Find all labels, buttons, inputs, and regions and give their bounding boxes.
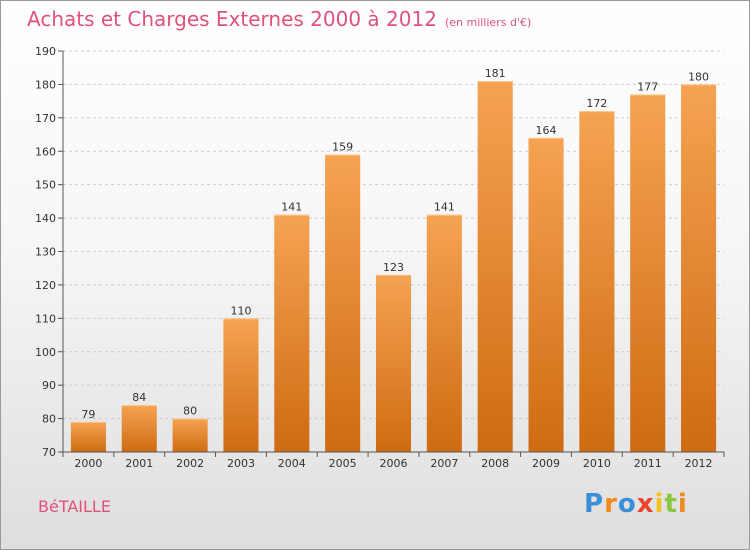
y-tick-label: 150 (35, 179, 56, 192)
bar-value-label: 141 (281, 201, 302, 214)
bar-value-label: 164 (536, 124, 557, 137)
chart-title: Achats et Charges Externes 2000 à 2012 (e… (27, 7, 531, 31)
unit-note: (en milliers d'€) (444, 16, 532, 29)
logo-letter: o (617, 489, 637, 519)
logo-letter: i (677, 489, 688, 519)
logo-letter: t (664, 489, 678, 519)
y-tick-label: 160 (35, 145, 56, 158)
bar (426, 214, 462, 452)
x-tick-label: 2005 (329, 457, 357, 470)
bar (681, 84, 717, 453)
bar-value-label: 84 (132, 391, 146, 404)
bar-value-label: 80 (183, 405, 197, 418)
bar (630, 94, 666, 453)
y-tick-label: 80 (42, 413, 56, 426)
logo-letter: r (604, 489, 618, 519)
chart-title-text: Achats et Charges Externes 2000 à 2012 (27, 7, 437, 31)
bar-value-label: 181 (485, 67, 506, 80)
y-tick-label: 140 (35, 212, 56, 225)
y-tick-label: 120 (35, 279, 56, 292)
x-tick-label: 2008 (481, 457, 509, 470)
axes (58, 50, 725, 457)
bar-value-label: 159 (332, 141, 353, 154)
bar (223, 318, 259, 452)
y-tick-label: 110 (35, 312, 56, 325)
x-tick-label: 2004 (278, 457, 306, 470)
bar-value-label: 123 (383, 261, 404, 274)
x-tick-label: 2006 (380, 457, 408, 470)
logo-letter: P (584, 489, 605, 519)
bar (579, 111, 615, 453)
proxiti-logo: Proxiti (584, 489, 688, 519)
y-tick-label: 180 (35, 78, 56, 91)
logo-letter: i (654, 489, 665, 519)
x-tick-label: 2011 (634, 457, 662, 470)
x-tick-label: 2012 (685, 457, 713, 470)
x-tick-label: 2000 (74, 457, 102, 470)
bar (528, 137, 564, 452)
x-tick-label: 2003 (227, 457, 255, 470)
bar (172, 418, 208, 452)
bar-value-label: 180 (688, 70, 709, 83)
y-tick-label: 190 (35, 45, 56, 58)
y-tick-label: 170 (35, 112, 56, 125)
bar (325, 154, 361, 452)
labels: 70 80 90 100 110 120 130 140 150 160 170 180 190 79 20… (35, 45, 713, 470)
x-tick-label: 2001 (125, 457, 153, 470)
bar-value-label: 110 (230, 304, 251, 317)
y-tick-label: 100 (35, 346, 56, 359)
y-tick-label: 70 (42, 446, 56, 459)
y-tick-label: 90 (42, 379, 56, 392)
x-tick-label: 2002 (176, 457, 204, 470)
bar-value-label: 172 (586, 97, 607, 110)
bar-value-label: 141 (434, 201, 455, 214)
x-tick-label: 2009 (532, 457, 560, 470)
bar-value-label: 177 (637, 80, 658, 93)
bar-value-label: 79 (81, 408, 95, 421)
logo-letter: x (636, 489, 655, 519)
bar (274, 214, 310, 452)
x-tick-label: 2007 (430, 457, 458, 470)
x-tick-label: 2010 (583, 457, 611, 470)
bar (70, 421, 106, 452)
y-tick-label: 130 (35, 246, 56, 259)
bar (477, 81, 513, 452)
bars (70, 81, 717, 453)
bar (375, 274, 412, 452)
bar (121, 405, 157, 452)
commune-name: BéTAILLE (38, 497, 111, 516)
